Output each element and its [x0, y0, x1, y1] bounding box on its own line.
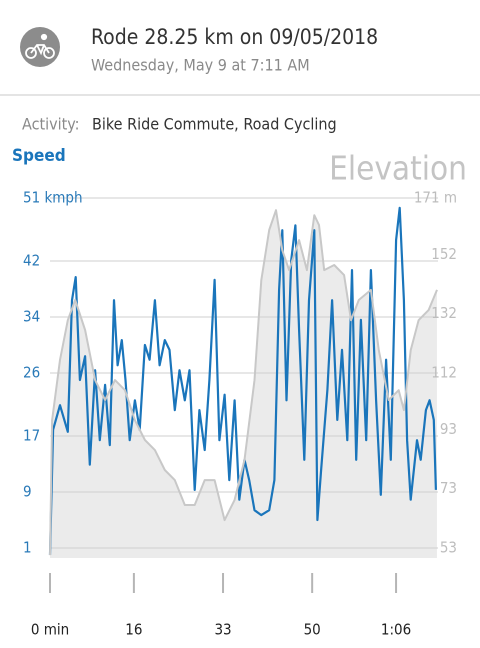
y-tick-label: 42 — [23, 252, 40, 270]
activity-value: Bike Ride Commute, Road Cycling — [92, 115, 337, 134]
y-tick-label: 26 — [23, 364, 40, 382]
y2-tick-label: 152 — [431, 245, 457, 263]
elevation-legend: Elevation — [329, 149, 467, 188]
subtitle: Wednesday, May 9 at 7:11 AM — [91, 56, 310, 75]
y-tick-label: 34 — [23, 308, 40, 326]
activity-icon — [20, 27, 60, 67]
header-bg — [0, 0, 480, 95]
y2-tick-label: 73 — [440, 479, 457, 497]
y2-tick-label: 53 — [440, 539, 457, 557]
chart: Speed Elevation 51 kmph 42 34 26 17 9 1 171 m 15… — [12, 146, 467, 639]
elevation-fill — [50, 210, 437, 558]
header: Rode 28.25 km on 09/05/2018 Wednesday, M… — [0, 0, 480, 134]
x-tick-label: 1:06 — [381, 621, 411, 639]
y-tick-label: 1 — [23, 539, 32, 557]
y2-tick-label: 132 — [431, 304, 457, 322]
title: Rode 28.25 km on 09/05/2018 — [91, 25, 378, 49]
y-tick-label: 9 — [23, 483, 32, 501]
y2-tick-label: 171 m — [414, 189, 457, 207]
elevation-line — [49, 209, 438, 556]
speed-line — [48, 206, 437, 556]
y2-tick-label: 93 — [440, 420, 457, 438]
speed-legend: Speed — [12, 146, 66, 166]
bike-icon — [25, 33, 55, 59]
x-tick-label: 33 — [214, 621, 231, 639]
x-tick-label: 16 — [125, 621, 142, 639]
y-tick-label: 51 kmph — [23, 189, 83, 207]
x-tick-label: 50 — [304, 621, 321, 639]
x-tick-label: 0 min — [31, 621, 69, 639]
activity-label: Activity: — [22, 115, 79, 134]
y-tick-label: 17 — [23, 427, 40, 445]
y2-tick-label: 112 — [431, 364, 457, 382]
